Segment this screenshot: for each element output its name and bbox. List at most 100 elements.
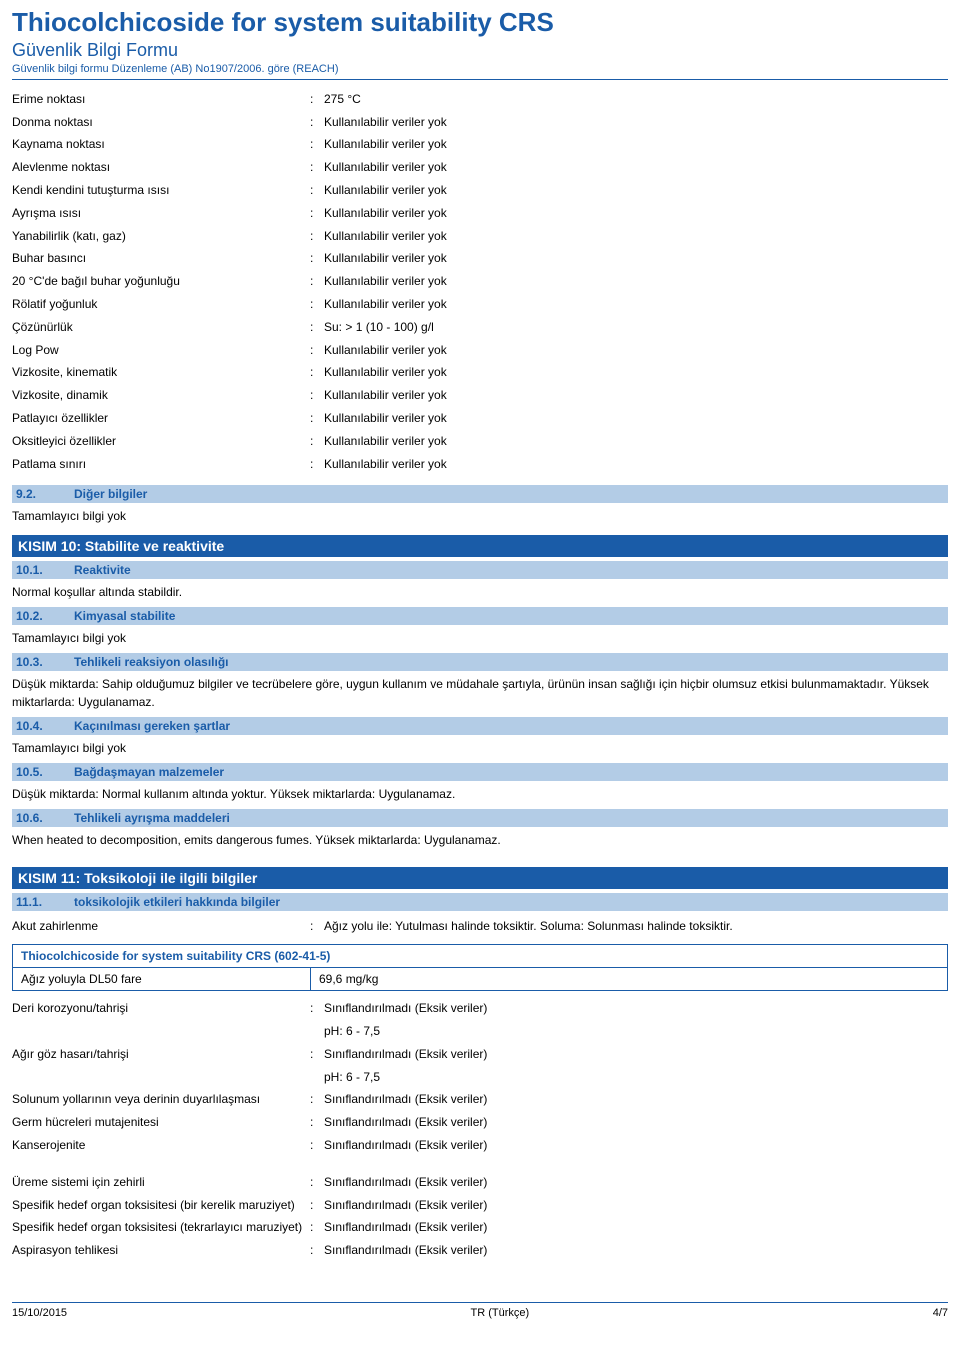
colon: : xyxy=(310,293,324,316)
tox-group-2: Üreme sistemi için zehirli:Sınıflandırıl… xyxy=(12,1171,948,1262)
subhead-title: Reaktivite xyxy=(74,563,131,577)
colon: : xyxy=(310,1239,324,1262)
property-value: Kullanılabilir veriler yok xyxy=(324,453,948,476)
colon: : xyxy=(310,111,324,134)
subhead-num: 10.3. xyxy=(16,655,74,669)
property-label: Kaynama noktası xyxy=(12,133,310,156)
tox-label: Deri korozyonu/tahrişi xyxy=(12,997,310,1020)
property-row: Rölatif yoğunluk:Kullanılabilir veriler … xyxy=(12,293,948,316)
tox-value: Sınıflandırılmadı (Eksik veriler) xyxy=(324,1111,948,1134)
property-label: Log Pow xyxy=(12,339,310,362)
property-value: Kullanılabilir veriler yok xyxy=(324,156,948,179)
tox-label: Ağır göz hasarı/tahrişi xyxy=(12,1043,310,1066)
colon: : xyxy=(310,1194,324,1217)
tox-value: pH: 6 - 7,5 xyxy=(324,1066,948,1089)
property-label: Ayrışma ısısı xyxy=(12,202,310,225)
colon: : xyxy=(310,316,324,339)
colon: : xyxy=(310,384,324,407)
inner-table-row: Ağız yoluyla DL50 fare 69,6 mg/kg xyxy=(12,967,948,991)
property-value: Kullanılabilir veriler yok xyxy=(324,179,948,202)
doc-title: Thiocolchicoside for system suitability … xyxy=(12,8,948,38)
property-value: Kullanılabilir veriler yok xyxy=(324,407,948,430)
subhead-title: Bağdaşmayan malzemeler xyxy=(74,765,224,779)
property-label: Kendi kendini tutuşturma ısısı xyxy=(12,179,310,202)
page-footer: 15/10/2015 TR (Türkçe) 4/7 xyxy=(12,1302,948,1319)
property-row: Çözünürlük:Su: > 1 (10 - 100) g/l xyxy=(12,316,948,339)
tox-row: Solunum yollarının veya derinin duyarlıl… xyxy=(12,1088,948,1111)
property-list: Erime noktası:275 °CDonma noktası:Kullan… xyxy=(12,88,948,476)
property-row: Buhar basıncı:Kullanılabilir veriler yok xyxy=(12,247,948,270)
subhead-10-2: 10.2. Kimyasal stabilite xyxy=(12,607,948,625)
subhead-num: 10.6. xyxy=(16,811,74,825)
subhead-title: toksikolojik etkileri hakkında bilgiler xyxy=(74,895,280,909)
tox-label: Spesifik hedef organ toksisitesi (bir ke… xyxy=(12,1194,310,1217)
property-row: Log Pow:Kullanılabilir veriler yok xyxy=(12,339,948,362)
property-value: 275 °C xyxy=(324,88,948,111)
inner-table-title: Thiocolchicoside for system suitability … xyxy=(12,944,948,967)
colon: : xyxy=(310,133,324,156)
property-label: Alevlenme noktası xyxy=(12,156,310,179)
subhead-num: 11.1. xyxy=(16,895,74,909)
property-value: Kullanılabilir veriler yok xyxy=(324,384,948,407)
property-row: Yanabilirlik (katı, gaz):Kullanılabilir … xyxy=(12,225,948,248)
colon: : xyxy=(310,453,324,476)
property-value: Kullanılabilir veriler yok xyxy=(324,111,948,134)
subhead-10-5: 10.5. Bağdaşmayan malzemeler xyxy=(12,763,948,781)
tox-value: Sınıflandırılmadı (Eksik veriler) xyxy=(324,1043,948,1066)
tox-row: Spesifik hedef organ toksisitesi (bir ke… xyxy=(12,1194,948,1217)
property-value: Kullanılabilir veriler yok xyxy=(324,361,948,384)
section-bar-11: KISIM 11: Toksikoloji ile ilgili bilgile… xyxy=(12,867,948,889)
colon-empty xyxy=(310,1020,324,1043)
property-label: Oksitleyici özellikler xyxy=(12,430,310,453)
property-row: Ayrışma ısısı:Kullanılabilir veriler yok xyxy=(12,202,948,225)
colon: : xyxy=(310,1216,324,1239)
tox-value: Sınıflandırılmadı (Eksik veriler) xyxy=(324,1194,948,1217)
property-value: Kullanılabilir veriler yok xyxy=(324,247,948,270)
tox-value: Sınıflandırılmadı (Eksik veriler) xyxy=(324,1216,948,1239)
colon: : xyxy=(310,225,324,248)
footer-lang: TR (Türkçe) xyxy=(471,1307,530,1319)
property-value: Kullanılabilir veriler yok xyxy=(324,202,948,225)
subhead-num: 10.4. xyxy=(16,719,74,733)
subhead-num: 9.2. xyxy=(16,487,74,501)
colon: : xyxy=(310,247,324,270)
tox-label: Aspirasyon tehlikesi xyxy=(12,1239,310,1262)
colon: : xyxy=(310,430,324,453)
subhead-11-1: 11.1. toksikolojik etkileri hakkında bil… xyxy=(12,893,948,911)
tox-label: Spesifik hedef organ toksisitesi (tekrar… xyxy=(12,1216,310,1239)
colon: : xyxy=(310,339,324,362)
property-label: Erime noktası xyxy=(12,88,310,111)
colon: : xyxy=(310,88,324,111)
property-row: Alevlenme noktası:Kullanılabilir veriler… xyxy=(12,156,948,179)
property-row: Donma noktası:Kullanılabilir veriler yok xyxy=(12,111,948,134)
colon: : xyxy=(310,361,324,384)
subhead-title: Diğer bilgiler xyxy=(74,487,147,501)
property-value: Kullanılabilir veriler yok xyxy=(324,339,948,362)
property-row: Kaynama noktası:Kullanılabilir veriler y… xyxy=(12,133,948,156)
property-value: Kullanılabilir veriler yok xyxy=(324,225,948,248)
akut-label: Akut zahirlenme xyxy=(12,915,310,938)
property-label: Rölatif yoğunluk xyxy=(12,293,310,316)
property-value: Su: > 1 (10 - 100) g/l xyxy=(324,316,948,339)
body-10-6: When heated to decomposition, emits dang… xyxy=(12,831,948,849)
property-row: Patlama sınırı:Kullanılabilir veriler yo… xyxy=(12,453,948,476)
subhead-title: Kaçınılması gereken şartlar xyxy=(74,719,230,733)
subhead-9-2: 9.2. Diğer bilgiler xyxy=(12,485,948,503)
tox-label-empty xyxy=(12,1020,310,1043)
tox-row: Kanserojenite:Sınıflandırılmadı (Eksik v… xyxy=(12,1134,948,1157)
subhead-num: 10.2. xyxy=(16,609,74,623)
doc-subtitle: Güvenlik Bilgi Formu xyxy=(12,40,948,61)
property-row: 20 °C'de bağıl buhar yoğunluğu:Kullanıla… xyxy=(12,270,948,293)
property-row: Kendi kendini tutuşturma ısısı:Kullanıla… xyxy=(12,179,948,202)
tox-value: Sınıflandırılmadı (Eksik veriler) xyxy=(324,1239,948,1262)
body-10-1: Normal koşullar altında stabildir. xyxy=(12,583,948,601)
footer-date: 15/10/2015 xyxy=(12,1307,67,1319)
tox-value: pH: 6 - 7,5 xyxy=(324,1020,948,1043)
tox-label: Kanserojenite xyxy=(12,1134,310,1157)
colon: : xyxy=(310,179,324,202)
property-value: Kullanılabilir veriler yok xyxy=(324,430,948,453)
property-label: Vizkosite, kinematik xyxy=(12,361,310,384)
property-value: Kullanılabilir veriler yok xyxy=(324,270,948,293)
property-label: Vizkosite, dinamik xyxy=(12,384,310,407)
body-10-5: Düşük miktarda: Normal kullanım altında … xyxy=(12,785,948,803)
